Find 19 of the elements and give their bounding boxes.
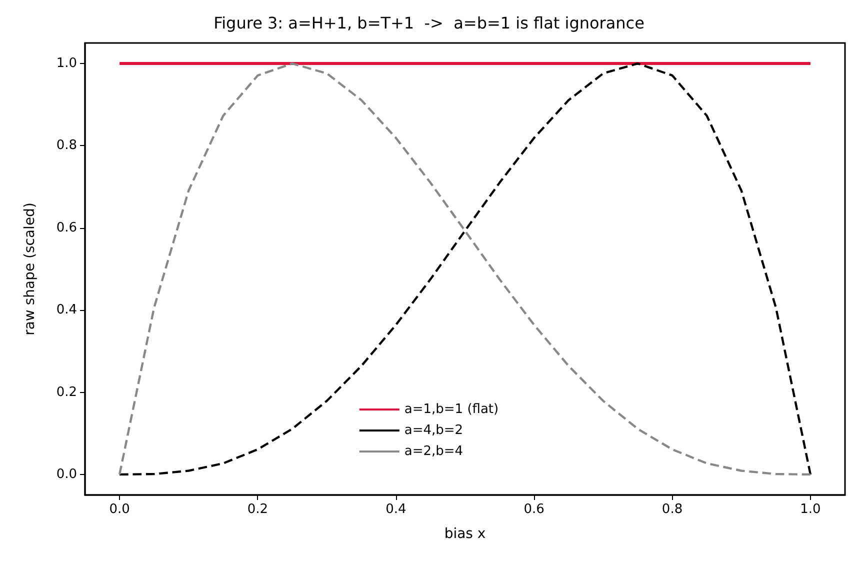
y-tick-label: 1.0 xyxy=(56,56,77,72)
chart-title: Figure 3: a=H+1, b=T+1 -> a=b=1 is flat ignorance xyxy=(214,14,644,32)
y-tick-label: 0.4 xyxy=(56,302,77,318)
x-tick-label: 0.8 xyxy=(662,502,683,517)
y-tick-label: 0.6 xyxy=(56,220,77,236)
x-tick-label: 0.2 xyxy=(247,502,268,517)
x-tick-label: 1.0 xyxy=(800,502,821,517)
y-axis-title: raw shape (scaled) xyxy=(22,202,38,336)
legend-label: a=1,b=1 (flat) xyxy=(404,402,499,417)
line-series xyxy=(118,62,812,476)
legend-label: a=2,b=4 xyxy=(404,444,464,459)
x-tick-label: 0.0 xyxy=(109,502,130,517)
legend-label: a=4,b=2 xyxy=(404,423,464,438)
y-tick-label: 0.8 xyxy=(56,138,77,154)
y-tick-label: 0.0 xyxy=(56,466,77,482)
x-tick-label: 0.4 xyxy=(386,502,406,517)
x-tick-label: 0.6 xyxy=(524,502,544,517)
y-tick-label: 0.2 xyxy=(56,384,77,400)
x-axis-title: bias x xyxy=(444,526,486,542)
